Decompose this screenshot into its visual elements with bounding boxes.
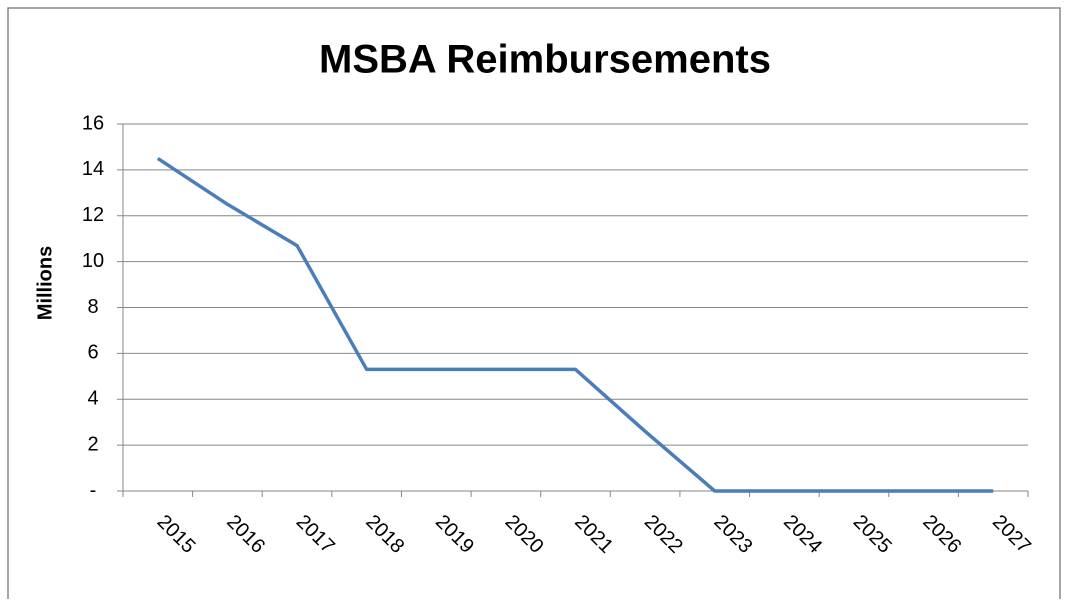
- chart-title: MSBA Reimbursements: [319, 38, 771, 82]
- data-line: [156, 156, 994, 493]
- y-tick-label: 2: [87, 433, 98, 455]
- chart-frame: [7, 7, 1061, 604]
- y-tick-label: 6: [87, 342, 98, 364]
- y-tick-label: 4: [87, 388, 98, 410]
- y-tick-label: 8: [87, 296, 98, 318]
- y-tick-label: -: [90, 479, 97, 501]
- y-tick-label: 12: [82, 204, 104, 226]
- y-tick-label: 16: [82, 112, 104, 134]
- y-tick-label: 14: [82, 158, 104, 180]
- y-tick-label: 10: [82, 250, 104, 272]
- y-axis-label: Millions: [34, 246, 56, 320]
